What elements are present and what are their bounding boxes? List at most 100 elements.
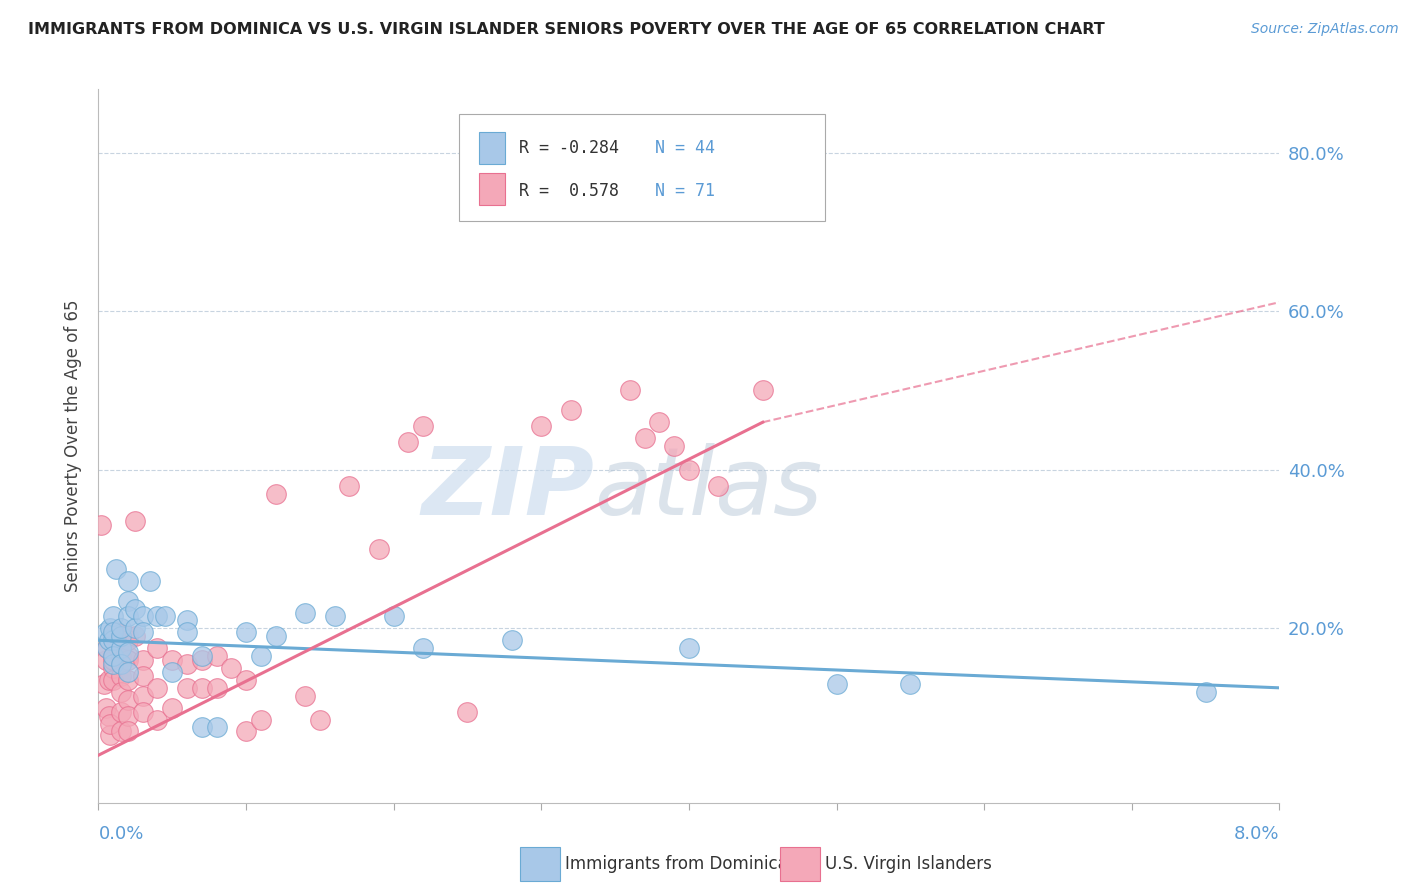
Point <box>124 621 146 635</box>
Point <box>110 724 132 739</box>
Point <box>294 689 316 703</box>
Point <box>664 439 686 453</box>
Point <box>117 649 139 664</box>
Point <box>132 705 155 719</box>
Point <box>501 633 523 648</box>
Point <box>146 681 169 695</box>
Point <box>94 700 117 714</box>
Point <box>97 673 120 687</box>
Point <box>103 653 125 667</box>
Point <box>103 661 125 675</box>
FancyBboxPatch shape <box>478 173 505 205</box>
Point <box>110 657 132 671</box>
Point <box>678 463 700 477</box>
Point <box>191 653 214 667</box>
Point <box>132 625 155 640</box>
Point <box>117 574 139 588</box>
Point <box>117 629 139 643</box>
Point <box>97 633 120 648</box>
Point <box>382 609 405 624</box>
Point <box>103 625 125 640</box>
Text: atlas: atlas <box>595 443 823 534</box>
Text: N = 44: N = 44 <box>655 139 714 157</box>
Point <box>103 657 125 671</box>
Text: 0.0%: 0.0% <box>98 825 143 843</box>
Point <box>205 649 228 664</box>
Point <box>367 542 389 557</box>
Point <box>103 633 125 648</box>
Point <box>132 689 155 703</box>
Point <box>110 641 132 656</box>
Point <box>103 649 125 664</box>
Point <box>176 657 198 671</box>
Point <box>191 649 214 664</box>
Point <box>678 641 700 656</box>
Point <box>337 478 360 492</box>
Point <box>124 629 146 643</box>
Text: U.S. Virgin Islanders: U.S. Virgin Islanders <box>825 855 993 873</box>
Point <box>93 677 115 691</box>
Text: N = 71: N = 71 <box>655 182 714 200</box>
Point <box>456 705 478 719</box>
Point <box>751 384 773 398</box>
Point <box>146 713 169 727</box>
Point <box>90 518 112 533</box>
Point <box>117 708 139 723</box>
Point <box>103 649 125 664</box>
Point <box>117 724 139 739</box>
Text: R =  0.578: R = 0.578 <box>519 182 619 200</box>
Point <box>110 657 132 671</box>
Point <box>191 721 214 735</box>
FancyBboxPatch shape <box>458 114 825 221</box>
Text: ZIP: ZIP <box>422 442 595 535</box>
Point <box>117 593 139 607</box>
Point <box>97 708 120 723</box>
Point <box>117 673 139 687</box>
Point <box>560 403 582 417</box>
Point <box>117 645 139 659</box>
Point <box>110 705 132 719</box>
Point <box>98 716 121 731</box>
Point <box>308 713 332 727</box>
Point <box>162 700 183 714</box>
Point <box>94 625 117 640</box>
Point <box>132 653 155 667</box>
Point <box>162 665 183 679</box>
Point <box>162 653 183 667</box>
Point <box>107 633 129 648</box>
Point <box>110 629 132 643</box>
Text: Immigrants from Dominica: Immigrants from Dominica <box>565 855 787 873</box>
Point <box>132 669 155 683</box>
Text: Source: ZipAtlas.com: Source: ZipAtlas.com <box>1251 22 1399 37</box>
Point <box>110 685 132 699</box>
Text: R = -0.284: R = -0.284 <box>519 139 619 157</box>
Point <box>98 621 121 635</box>
Point <box>103 629 125 643</box>
Point <box>530 419 553 434</box>
Point <box>117 633 139 648</box>
Text: 8.0%: 8.0% <box>1234 825 1279 843</box>
Point <box>205 721 228 735</box>
Point <box>235 724 257 739</box>
Point <box>250 649 273 664</box>
Point <box>98 728 121 742</box>
Point <box>176 614 198 628</box>
Point <box>117 665 139 679</box>
Point <box>396 435 419 450</box>
Point <box>105 625 128 640</box>
Point <box>103 625 125 640</box>
Point <box>264 486 287 500</box>
Point <box>117 609 139 624</box>
Point <box>110 649 132 664</box>
FancyBboxPatch shape <box>478 132 505 164</box>
Point <box>132 609 155 624</box>
Point <box>96 641 118 656</box>
Point <box>105 562 128 576</box>
Point <box>323 609 346 624</box>
Point <box>124 601 146 615</box>
Point <box>110 669 132 683</box>
Point <box>124 514 146 528</box>
Point <box>176 681 198 695</box>
Point <box>648 415 671 429</box>
Point <box>707 478 730 492</box>
